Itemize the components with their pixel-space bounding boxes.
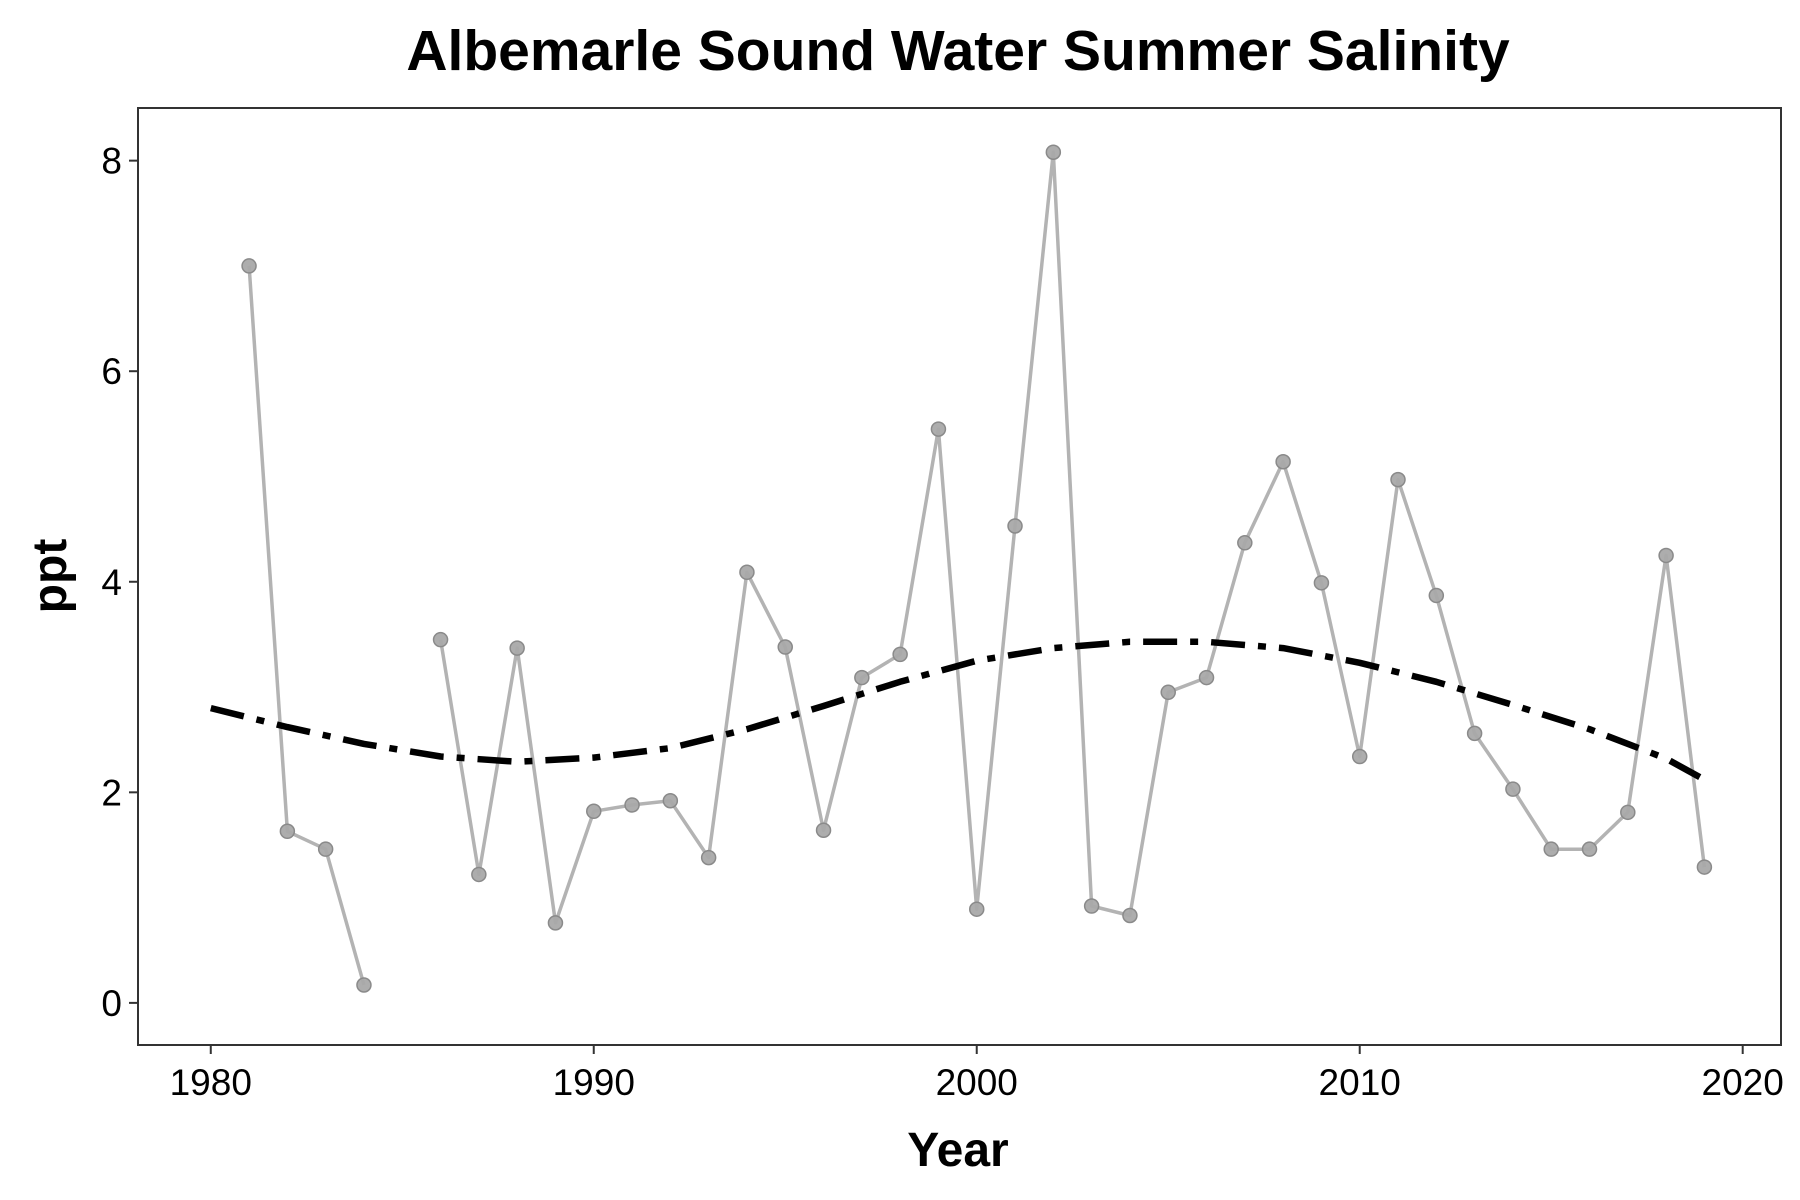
data-point	[1505, 781, 1521, 797]
data-point	[509, 640, 525, 656]
data-point	[930, 421, 947, 437]
x-axis: 1980 1990 2000 2010 2020	[170, 1045, 1784, 1103]
y-tick-label: 4	[101, 562, 122, 603]
x-tick-label: 2010	[1319, 1062, 1401, 1103]
x-axis-title: Year	[907, 1124, 1008, 1177]
data-point	[356, 977, 372, 993]
data-point	[317, 841, 334, 857]
data-point	[739, 564, 755, 581]
data-point	[1620, 804, 1636, 821]
data-point	[1083, 898, 1100, 914]
data-point	[777, 639, 793, 655]
data-point	[471, 866, 487, 883]
data-point	[432, 631, 449, 648]
data-point	[1198, 669, 1215, 686]
observed-line	[247, 265, 366, 986]
data-point	[1351, 748, 1368, 765]
data-point	[1581, 841, 1598, 857]
data-point	[662, 792, 679, 809]
y-tick-label: 2	[101, 772, 122, 813]
data-point	[1275, 453, 1291, 470]
x-tick-label: 1980	[170, 1062, 252, 1103]
data-point	[1122, 907, 1138, 924]
plot-panel	[137, 107, 1782, 1046]
series-layer	[210, 144, 1713, 993]
data-point	[1313, 575, 1330, 591]
data-point	[1390, 471, 1406, 488]
data-point	[1696, 859, 1713, 875]
data-point	[854, 669, 870, 686]
data-point	[1237, 535, 1253, 551]
x-tick-label: 2000	[936, 1062, 1018, 1103]
data-point	[586, 803, 602, 820]
data-point	[1466, 725, 1483, 742]
x-tick-label: 1990	[553, 1062, 635, 1103]
data-point	[892, 646, 908, 663]
data-point	[1658, 547, 1674, 564]
data-point	[815, 822, 832, 838]
y-axis: 0 2 4 6 8	[101, 141, 138, 1024]
data-point	[1045, 144, 1062, 160]
data-point	[1428, 587, 1445, 604]
data-point	[279, 823, 296, 840]
chart-title: Albemarle Sound Water Summer Salinity	[406, 19, 1510, 83]
data-point	[1007, 518, 1023, 534]
y-tick-label: 8	[101, 141, 122, 182]
y-tick-label: 6	[101, 351, 122, 392]
data-point	[547, 915, 564, 931]
trend-line	[210, 638, 1706, 783]
data-point	[968, 901, 985, 917]
data-point	[1160, 684, 1176, 701]
data-point	[624, 797, 640, 813]
data-point	[241, 258, 257, 274]
data-point	[1543, 841, 1559, 857]
x-tick-label: 2020	[1702, 1062, 1784, 1103]
y-axis-title: ppt	[24, 539, 77, 614]
data-point	[700, 849, 717, 866]
y-tick-label: 0	[101, 983, 122, 1024]
observed-line	[438, 150, 1707, 925]
